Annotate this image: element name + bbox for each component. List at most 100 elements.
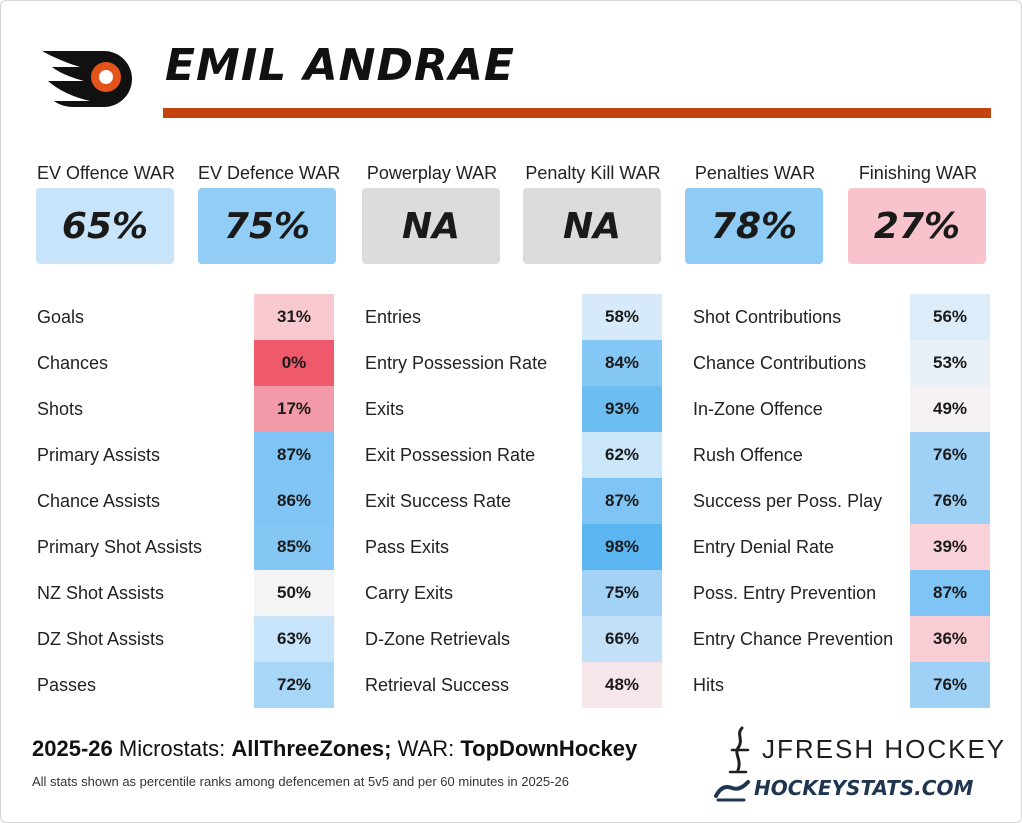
stat-label: Goals [37,307,85,327]
stat-column-transition: Entries 58% Entry Possession Rate 84% Exit… [365,294,665,708]
stat-value: 76% [910,478,990,524]
stat-value: 0% [254,340,334,386]
footer-microstats-label: Microstats: [118,736,226,761]
stat-value: 75% [582,570,662,616]
stat-value: 76% [910,662,990,708]
stat-label: Exits [365,399,405,419]
stat-label: Exit Possession Rate [365,445,536,465]
stat-value: 31% [254,294,334,340]
stat-label: Shots [37,399,84,419]
war-ev-defence: EV Defence WAR 75% [198,160,341,264]
stat-row: Hits 76% [693,662,993,708]
stat-value: 76% [910,432,990,478]
stat-label: Success per Poss. Play [693,491,883,511]
stat-label: Chance Assists [37,491,161,511]
stat-row: Entry Possession Rate 84% [365,340,665,386]
war-label: Powerplay WAR [366,163,498,183]
stat-value: 63% [254,616,334,662]
stat-row: Shot Contributions 56% [693,294,993,340]
jfresh-brand: JFRESH HOCKEY [762,734,1007,764]
war-value: 78% [685,188,823,264]
stat-row: Entries 58% [365,294,665,340]
stat-value: 53% [910,340,990,386]
stat-row: Passes 72% [37,662,337,708]
war-ev-offence: EV Offence WAR 65% [36,160,176,264]
stat-row: Retrieval Success 48% [365,662,665,708]
stat-value: 58% [582,294,662,340]
stat-value: 17% [254,386,334,432]
stat-label: Rush Offence [693,445,803,465]
stat-value: 39% [910,524,990,570]
footer-war-label: WAR: [397,736,455,761]
stat-row: DZ Shot Assists 63% [37,616,337,662]
stat-label: Poss. Entry Prevention [693,583,877,603]
stat-label: Chances [37,353,109,373]
stat-label: Entry Chance Prevention [693,629,894,649]
war-value: 27% [848,188,986,264]
stat-label: Passes [37,675,97,695]
stat-row: Primary Shot Assists 85% [37,524,337,570]
war-value: 65% [36,188,174,264]
stat-value: 48% [582,662,662,708]
footer-credits: 2025-26 Microstats: AllThreeZones; WAR: … [32,736,637,762]
stat-row: Exit Success Rate 87% [365,478,665,524]
stat-value: 93% [582,386,662,432]
hockeystats-brand: HOCKEYSTATS.COM [754,776,974,800]
stat-label: Retrieval Success [365,675,510,695]
stat-row: Shots 17% [37,386,337,432]
stat-value: 50% [254,570,334,616]
stat-label: D-Zone Retrievals [365,629,511,649]
stat-row: Goals 31% [37,294,337,340]
footer-note: All stats shown as percentile ranks amon… [32,774,569,789]
war-label: Finishing WAR [858,163,978,183]
stat-row: D-Zone Retrievals 66% [365,616,665,662]
stat-row: NZ Shot Assists 50% [37,570,337,616]
stat-label: Carry Exits [365,583,454,603]
stat-value: 87% [582,478,662,524]
stat-column-defence: Shot Contributions 56% Chance Contributio… [693,294,993,708]
stat-value: 86% [254,478,334,524]
war-value: NA [523,188,661,264]
war-label: Penalty Kill WAR [525,163,661,183]
stat-row: Exits 93% [365,386,665,432]
stat-row: Chance Assists 86% [37,478,337,524]
stat-label: Exit Success Rate [365,491,512,511]
war-label: EV Defence WAR [198,163,341,183]
stat-label: NZ Shot Assists [37,583,165,603]
stat-label: Primary Assists [37,445,161,465]
war-label: Penalties WAR [694,163,816,183]
player-name: EMIL ANDRAE [165,40,515,91]
war-value: 75% [198,188,336,264]
stat-label: Entries [365,307,422,327]
war-value: NA [362,188,500,264]
stat-row: Primary Assists 87% [37,432,337,478]
stat-row: Entry Denial Rate 39% [693,524,993,570]
stat-value: 66% [582,616,662,662]
stat-row: In-Zone Offence 49% [693,386,993,432]
stat-value: 84% [582,340,662,386]
hockeystats-logo-icon [714,780,750,802]
stat-row: Chance Contributions 53% [693,340,993,386]
stat-label: Primary Shot Assists [37,537,203,557]
stat-row: Success per Poss. Play 76% [693,478,993,524]
footer-war-source: TopDownHockey [460,736,638,761]
stat-label: In-Zone Offence [693,399,823,419]
war-penalty-kill: Penalty Kill WAR NA [523,160,663,264]
stat-value: 36% [910,616,990,662]
title-rule [163,108,991,118]
footer-season: 2025-26 [32,736,113,761]
stat-label: Pass Exits [365,537,450,557]
jfresh-logo-icon [728,726,750,774]
stat-row: Exit Possession Rate 62% [365,432,665,478]
war-finishing: Finishing WAR 27% [848,160,988,264]
stat-row: Poss. Entry Prevention 87% [693,570,993,616]
stat-value: 72% [254,662,334,708]
stat-label: Entry Denial Rate [693,537,835,557]
stat-row: Carry Exits 75% [365,570,665,616]
stat-row: Entry Chance Prevention 36% [693,616,993,662]
stat-value: 85% [254,524,334,570]
stat-label: Hits [693,675,724,695]
stat-value: 87% [910,570,990,616]
stat-label: Chance Contributions [693,353,867,373]
stat-value: 98% [582,524,662,570]
